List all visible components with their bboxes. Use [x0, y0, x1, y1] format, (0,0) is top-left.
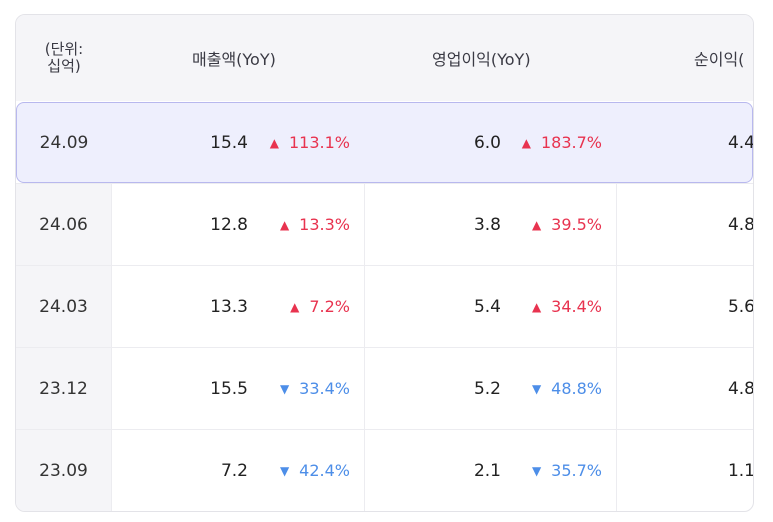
row-period: 23.09 — [16, 430, 112, 511]
row-op-yoy: ▼ 35.7% — [531, 461, 602, 480]
up-arrow-icon: ▲ — [531, 299, 542, 314]
down-arrow-icon: ▼ — [279, 381, 290, 396]
table-header: (단위: 십억) 매출액(YoY) 영업이익(YoY) 순이익( — [16, 15, 753, 101]
row-period: 24.06 — [16, 184, 112, 265]
row-op-yoy: ▲ 39.5% — [531, 215, 602, 234]
row-revenue-yoy: ▼ 33.4% — [279, 379, 350, 398]
row-operating-profit: 5.2 — [473, 378, 501, 399]
row-op-yoy: ▲ 183.7% — [521, 133, 602, 152]
up-arrow-icon: ▲ — [521, 135, 531, 150]
row-operating-profit: 5.4 — [473, 296, 501, 317]
up-arrow-icon: ▲ — [531, 217, 542, 232]
up-arrow-icon: ▲ — [290, 299, 300, 314]
row-net-profit: 5.6 — [727, 296, 754, 317]
table-row[interactable]: 24.03 13.3 ▲ 7.2% 5.4 ▲ 34.4% 5.6 — [16, 265, 753, 347]
header-period: (단위: 십억) — [16, 15, 112, 101]
row-operating-profit: 3.8 — [473, 214, 501, 235]
table-row[interactable]: 24.06 12.8 ▲ 13.3% 3.8 ▲ 39.5% 4.8 — [16, 183, 753, 265]
row-revenue: 7.2 — [220, 460, 248, 481]
header-revenue: 매출액(YoY) — [192, 50, 276, 69]
down-arrow-icon: ▼ — [531, 463, 542, 478]
header-net-profit: 순이익( — [694, 50, 745, 69]
down-arrow-icon: ▼ — [531, 381, 542, 396]
row-period: 24.03 — [16, 266, 112, 347]
selected-row-highlight — [16, 102, 753, 183]
table-row[interactable]: 23.09 7.2 ▼ 42.4% 2.1 ▼ 35.7% 1.1 — [16, 429, 753, 511]
row-revenue: 15.4 — [210, 132, 248, 153]
row-period: 24.09 — [39, 132, 89, 153]
row-operating-profit: 2.1 — [473, 460, 501, 481]
row-period: 23.12 — [16, 348, 112, 429]
row-revenue: 15.5 — [210, 378, 248, 399]
table-row[interactable]: 23.12 15.5 ▼ 33.4% 5.2 ▼ 48.8% 4.8 — [16, 347, 753, 429]
row-revenue-yoy: ▲ 7.2% — [290, 297, 350, 316]
table-row[interactable]: 24.09 15.4 ▲ 113.1% 6.0 ▲ 183.7% 4.4 — [16, 102, 753, 183]
financial-table: (단위: 십억) 매출액(YoY) 영업이익(YoY) 순이익( 24.09 1… — [15, 14, 754, 512]
row-net-profit: 1.1 — [727, 460, 754, 481]
up-arrow-icon: ▲ — [279, 217, 290, 232]
row-net-profit: 4.8 — [727, 214, 754, 235]
row-net-profit: 4.4 — [727, 132, 754, 153]
header-operating-profit: 영업이익(YoY) — [432, 50, 531, 69]
header-period-line1: (단위: — [44, 40, 84, 58]
row-revenue: 12.8 — [210, 214, 248, 235]
up-arrow-icon: ▲ — [269, 135, 279, 150]
row-revenue-yoy: ▲ 13.3% — [279, 215, 350, 234]
row-revenue: 13.3 — [210, 296, 248, 317]
row-operating-profit: 6.0 — [473, 132, 501, 153]
down-arrow-icon: ▼ — [279, 463, 290, 478]
header-period-line2: 십억) — [47, 57, 81, 75]
row-net-profit: 4.8 — [727, 378, 754, 399]
row-op-yoy: ▲ 34.4% — [531, 297, 602, 316]
row-revenue-yoy: ▼ 42.4% — [279, 461, 350, 480]
row-op-yoy: ▼ 48.8% — [531, 379, 602, 398]
row-revenue-yoy: ▲ 113.1% — [269, 133, 350, 152]
